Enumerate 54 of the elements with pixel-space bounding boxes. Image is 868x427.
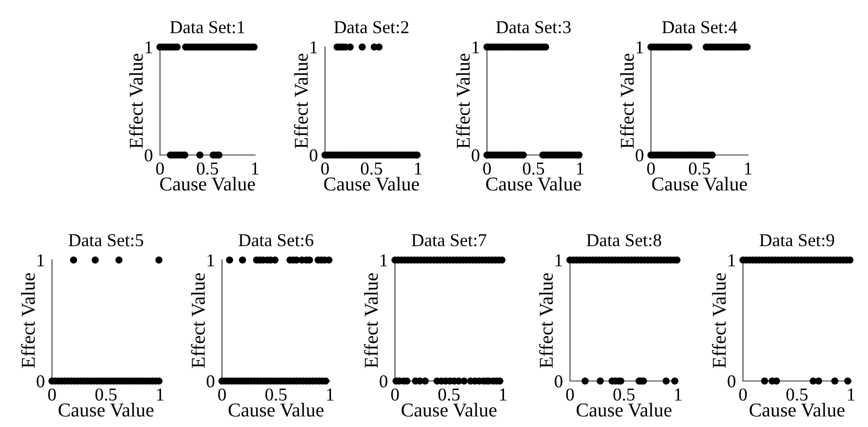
- y-axis-title: Effect Value: [20, 273, 35, 368]
- x-axis-title: Cause Value: [486, 176, 581, 191]
- chart-title: Data Set:2: [334, 21, 408, 34]
- y-axis-title: Effect Value: [456, 54, 470, 148]
- x-tick-label: 0: [48, 388, 56, 401]
- x-tick-label: 1: [675, 388, 682, 400]
- chart-title: Data Set:8: [586, 234, 662, 246]
- chart-title: Data Set:5: [68, 234, 144, 246]
- x-tick-label: 1: [745, 162, 752, 174]
- x-axis-title: Cause Value: [324, 176, 419, 191]
- x-tick-label: 1: [577, 162, 584, 174]
- chart-title: Data Set:1: [170, 21, 244, 34]
- x-tick-label: 0: [566, 388, 574, 401]
- x-axis-title: Cause Value: [160, 176, 255, 191]
- x-tick-label: 0: [218, 388, 226, 401]
- x-tick-label: 0.5: [360, 162, 382, 175]
- x-tick-label: 1: [327, 388, 334, 400]
- y-axis-title: Effect Value: [620, 54, 634, 148]
- chart-title: Data Set:6: [238, 234, 314, 246]
- x-tick-label: 1: [252, 162, 258, 174]
- x-tick-label: 0: [321, 162, 329, 175]
- x-tick-label: 0: [483, 162, 491, 175]
- x-tick-label: 1: [848, 388, 854, 400]
- x-tick-label: 1: [157, 388, 164, 400]
- y-axis-title: Effect Value: [294, 54, 308, 148]
- x-tick-label: 0.5: [613, 388, 635, 401]
- x-tick-label: 0.5: [196, 162, 218, 175]
- x-tick-label: 0: [391, 388, 399, 401]
- y-axis-title: Effect Value: [128, 54, 143, 148]
- y-axis-title: Effect Value: [190, 273, 205, 368]
- x-axis-title: Cause Value: [576, 402, 672, 417]
- x-axis-title: Cause Value: [228, 402, 324, 417]
- x-axis-title: Cause Value: [402, 402, 496, 417]
- x-tick-label: 1: [415, 162, 422, 174]
- x-axis-title: Cause Value: [58, 402, 154, 417]
- x-tick-label: 0: [156, 162, 164, 175]
- x-tick-label: 0.5: [786, 388, 808, 401]
- x-tick-label: 0.5: [265, 388, 287, 401]
- chart-title: Data Set:7: [412, 234, 486, 246]
- x-tick-label: 0.5: [438, 388, 460, 401]
- x-tick-label: 1: [500, 388, 506, 400]
- x-tick-label: 0.5: [522, 162, 544, 175]
- chart-title: Data Set:3: [496, 21, 571, 34]
- y-axis-title: Effect Value: [364, 273, 378, 368]
- chart-title: Data Set:9: [760, 234, 834, 246]
- x-tick-label: 0: [739, 388, 747, 401]
- x-axis-title: Cause Value: [652, 176, 747, 191]
- x-tick-label: 0.5: [688, 162, 710, 175]
- x-axis-title: Cause Value: [750, 402, 844, 417]
- x-tick-label: 0: [647, 162, 655, 175]
- chart-title: Data Set:4: [662, 21, 738, 34]
- y-axis-title: Effect Value: [538, 273, 553, 368]
- y-axis-title: Effect Value: [712, 273, 726, 368]
- x-tick-label: 0.5: [95, 388, 117, 401]
